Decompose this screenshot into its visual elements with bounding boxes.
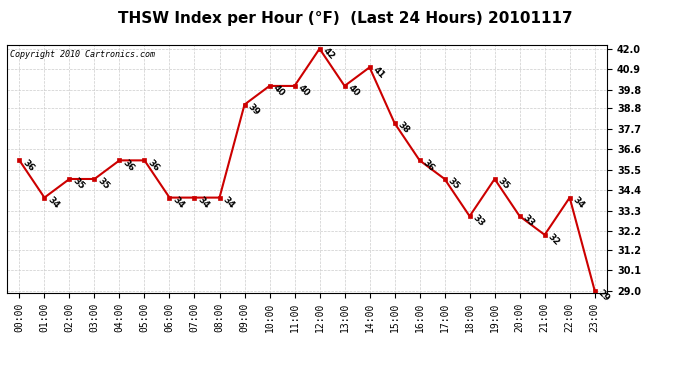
Text: 40: 40 [346,83,361,98]
Text: 36: 36 [121,158,136,173]
Text: 40: 40 [296,83,311,98]
Text: 35: 35 [496,176,511,191]
Text: 35: 35 [446,176,461,191]
Text: 33: 33 [521,213,536,229]
Text: 33: 33 [471,213,486,229]
Text: 36: 36 [21,158,36,173]
Text: 42: 42 [321,46,336,61]
Text: 34: 34 [46,195,61,210]
Text: THSW Index per Hour (°F)  (Last 24 Hours) 20101117: THSW Index per Hour (°F) (Last 24 Hours)… [118,11,572,26]
Text: 34: 34 [571,195,586,210]
Text: 39: 39 [246,102,262,117]
Text: 35: 35 [96,176,111,191]
Text: 34: 34 [196,195,211,210]
Text: 40: 40 [271,83,286,98]
Text: 34: 34 [221,195,236,210]
Text: 38: 38 [396,120,411,136]
Text: 32: 32 [546,232,561,247]
Text: 29: 29 [596,288,611,303]
Text: 41: 41 [371,64,386,80]
Text: Copyright 2010 Cartronics.com: Copyright 2010 Cartronics.com [10,50,155,59]
Text: 34: 34 [171,195,186,210]
Text: 35: 35 [71,176,86,191]
Text: 36: 36 [421,158,436,173]
Text: 36: 36 [146,158,161,173]
